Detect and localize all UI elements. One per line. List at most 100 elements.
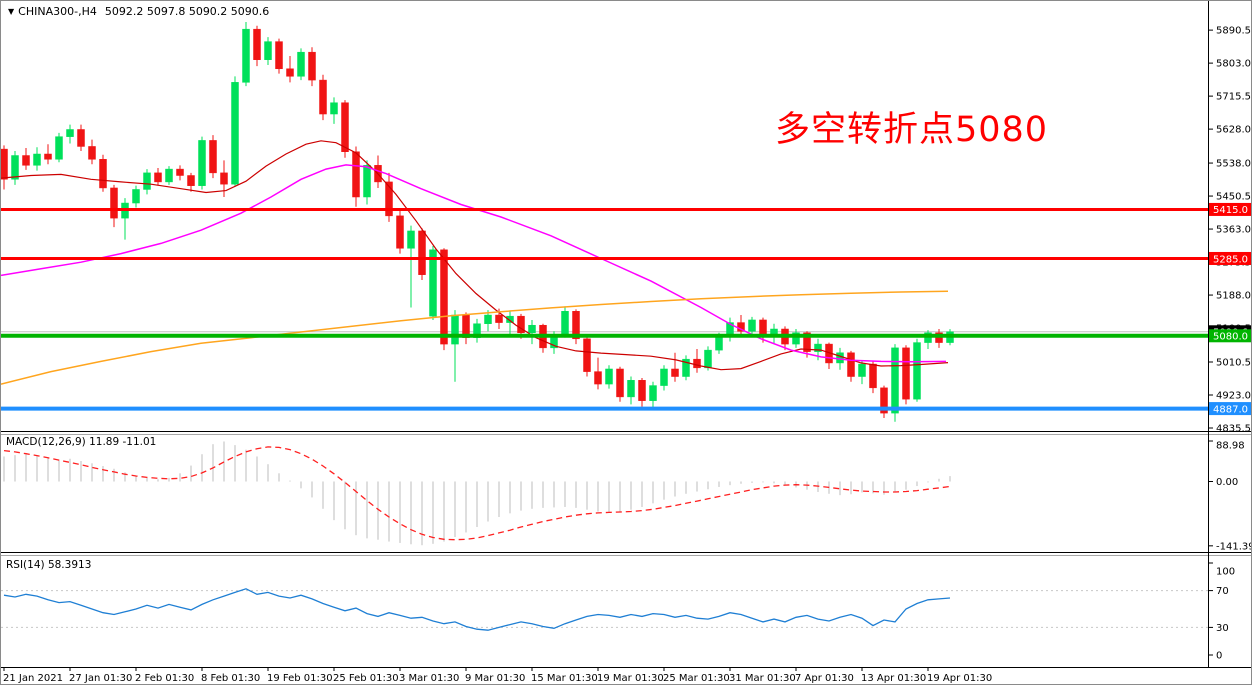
candle	[704, 349, 712, 369]
candle	[275, 41, 283, 70]
candle	[418, 230, 426, 275]
candle	[715, 336, 723, 351]
candle	[440, 249, 448, 345]
candle	[220, 172, 228, 185]
candle	[66, 129, 74, 137]
candle	[341, 102, 349, 152]
candle	[154, 172, 162, 183]
candle	[627, 380, 635, 398]
candle	[110, 187, 118, 219]
date-axis-label: 7 Apr 01:30	[795, 673, 854, 684]
price-level-badge-bg	[1209, 329, 1251, 343]
date-axis-label: 19 Feb 01:30	[267, 673, 333, 684]
candle	[682, 358, 690, 377]
candle	[506, 315, 514, 323]
chart-header: ▼ CHINA300-,H4 5092.2 5097.8 5090.2 5090.6	[8, 5, 269, 18]
rsi-axis-label: 30	[1216, 623, 1229, 634]
ma-mid-magenta-line	[1, 164, 947, 363]
candle	[561, 311, 569, 336]
candle	[891, 347, 899, 414]
macd-axis-label: -141.39	[1216, 541, 1252, 552]
candle	[484, 314, 492, 324]
macd-axis-label: 88.98	[1216, 441, 1245, 452]
price-level-badge-bg	[1209, 251, 1251, 265]
candle	[352, 151, 360, 198]
rsi-axis-label: 0	[1216, 651, 1222, 662]
candle	[605, 368, 613, 385]
candle	[209, 140, 217, 174]
candle	[77, 129, 85, 147]
price-axis-label: 5450.5	[1216, 192, 1251, 203]
date-axis-label: 3 Mar 01:30	[399, 673, 459, 684]
date-axis-label: 27 Jan 01:30	[69, 673, 132, 684]
candle	[638, 380, 646, 401]
candle	[583, 338, 591, 372]
price-axis-label: 5363.0	[1216, 225, 1251, 236]
price-axis-label: 5628.0	[1216, 125, 1251, 136]
price-axis-label: 4835.5	[1216, 424, 1251, 435]
date-axis-label: 13 Apr 01:30	[861, 673, 926, 684]
candle	[385, 181, 393, 217]
date-axis-label: 31 Mar 01:30	[729, 673, 796, 684]
candle	[88, 146, 96, 160]
price-axis-label: 5010.5	[1216, 358, 1251, 369]
price-axis-label: 4923.0	[1216, 391, 1251, 402]
candle	[616, 368, 624, 398]
date-axis-label: 25 Mar 01:30	[663, 673, 730, 684]
candle	[517, 315, 525, 334]
candle	[176, 168, 184, 176]
price-level-badge-bg	[1209, 202, 1251, 216]
candle	[660, 368, 668, 386]
price-level-badge: 5415.0	[1213, 205, 1248, 216]
candle	[1, 148, 8, 180]
ma-fast-red-line	[1, 140, 949, 371]
candle	[836, 352, 844, 364]
price-level-badge: 5080.0	[1213, 332, 1248, 343]
rsi-axis-label: 70	[1216, 586, 1229, 597]
candle	[132, 189, 140, 204]
collapse-indicator-icon[interactable]: ▼	[8, 7, 15, 16]
candle	[869, 363, 877, 389]
candle	[22, 155, 30, 166]
candle	[407, 230, 415, 249]
candle	[814, 343, 822, 352]
macd-indicator-label: MACD(12,26,9) 11.89 -11.01	[6, 436, 157, 448]
date-axis-label: 8 Feb 01:30	[201, 673, 260, 684]
candle	[396, 215, 404, 249]
date-axis-label: 19 Apr 01:30	[927, 673, 992, 684]
price-level-badge: 5285.0	[1213, 254, 1248, 265]
candle	[253, 28, 261, 60]
candle	[55, 136, 63, 160]
candle	[858, 363, 866, 377]
rsi-line	[3, 588, 951, 631]
candle	[264, 41, 272, 60]
ma-slow-orange-line	[1, 290, 949, 385]
price-axis-label: 5803.0	[1216, 59, 1251, 70]
candle	[528, 324, 536, 334]
price-axis-label: 5715.5	[1216, 92, 1251, 103]
candle	[792, 332, 800, 345]
ohlc-values: 5092.2 5097.8 5090.2 5090.6	[104, 5, 270, 18]
candle	[198, 140, 206, 186]
candle	[572, 311, 580, 340]
chart-annotation-text[interactable]: 多空转折点5080	[775, 110, 1049, 150]
candle	[748, 319, 756, 332]
date-axis-label: 21 Jan 2021	[3, 673, 63, 684]
candle	[495, 314, 503, 323]
candle	[429, 249, 437, 317]
date-axis-label: 9 Mar 01:30	[465, 673, 525, 684]
price-level-badge: 4887.0	[1213, 404, 1248, 415]
candle	[913, 342, 921, 400]
candle	[649, 385, 657, 401]
date-axis-label: 15 Mar 01:30	[531, 673, 598, 684]
candle	[11, 155, 19, 180]
candle	[231, 82, 239, 185]
candle	[880, 387, 888, 414]
candle	[286, 68, 294, 77]
date-axis-label: 19 Mar 01:30	[597, 673, 664, 684]
candle	[242, 28, 250, 83]
candle	[594, 371, 602, 385]
